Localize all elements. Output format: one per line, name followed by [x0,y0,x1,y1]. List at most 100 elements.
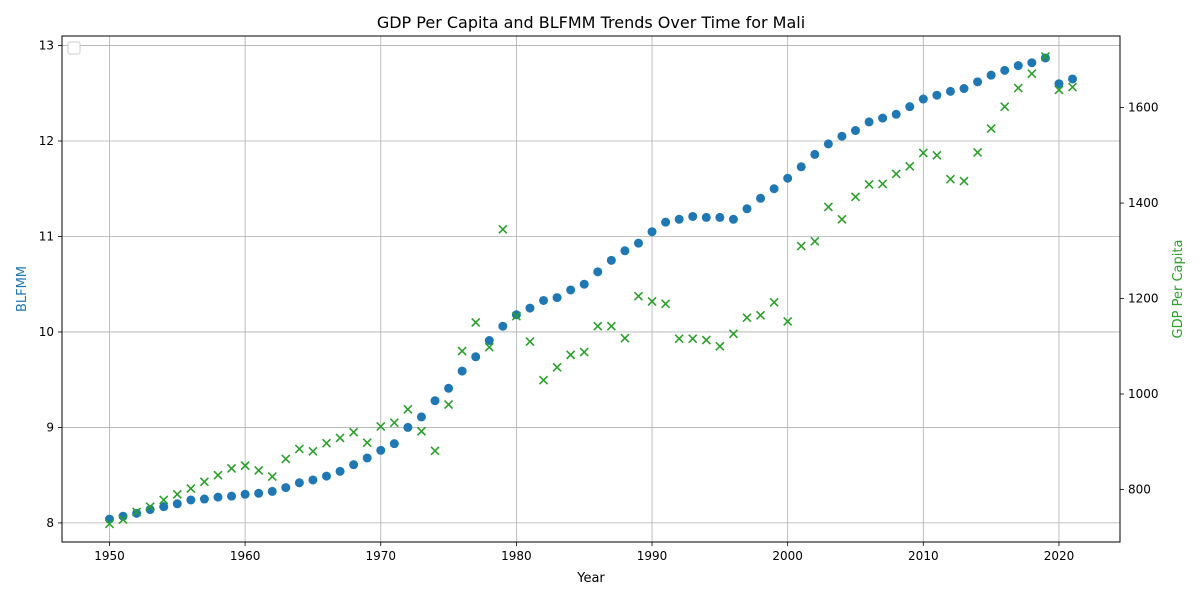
gdp-point [918,148,928,158]
gdp-point [457,346,467,356]
gdp-point [850,192,861,202]
x-tick-label: 1990 [637,549,668,563]
y-left-tick-label: 8 [46,516,54,530]
gdp-point [769,297,779,307]
gdp-point [566,350,576,360]
blfmm-point [647,227,657,237]
blfmm-point [240,489,250,499]
y-right-tick-label: 1000 [1128,387,1159,401]
blfmm-point [973,77,983,87]
axes: 1950 1960 1970 1980 1990 2000 2010 2020 8 9 10 11 12… [39,39,1159,563]
blfmm-point [349,460,359,470]
gdp-point [254,465,264,475]
gdp-point [1027,69,1037,79]
blfmm-point [674,214,684,224]
blfmm-point [132,508,142,518]
blfmm-point [566,285,576,295]
blfmm-point [539,295,549,305]
blfmm-point [1027,58,1037,68]
gdp-point [823,202,833,212]
blfmm-point [213,492,223,502]
gdp-point [796,241,806,251]
gdp-point [267,472,277,482]
blfmm-point [322,471,331,481]
blfmm-point [145,505,155,515]
blfmm-point [823,139,833,149]
y-left-tick-label: 10 [39,325,54,339]
gdp-point [593,321,603,331]
gdp-point [552,362,562,372]
gdp-point [145,502,155,512]
blfmm-point [227,491,237,501]
gdp-point [416,426,427,436]
gdp-point [538,375,549,385]
blfmm-point [742,204,752,214]
blfmm-point [308,475,318,485]
blfmm-point [661,217,671,227]
blfmm-point [430,396,440,406]
blfmm-point [254,488,264,498]
y-axis-left-label: BLFMM [15,266,30,312]
blfmm-point [688,211,698,221]
blfmm-point [199,494,209,504]
blfmm-point [606,255,616,265]
blfmm-point [1054,79,1064,89]
blfmm-point [620,246,630,256]
blfmm-point [918,94,928,104]
gdp-point [159,495,169,505]
x-axis-label: Year [576,571,605,586]
blfmm-point [878,113,888,123]
blfmm-point [294,478,304,488]
gdp-point [226,463,237,474]
blfmm-point [932,90,942,100]
gdp-point [783,316,793,327]
gdp-point [213,470,223,480]
gdp-point [104,519,115,529]
gdp-point [308,446,318,456]
blfmm-point [444,383,454,393]
gdp-point [891,169,901,179]
blfmm-point [335,466,345,476]
gdp-point [878,179,888,189]
gdp-point [199,477,209,487]
blfmm-point [186,495,196,505]
gdp-point [132,507,142,517]
blfmm-point [864,117,874,127]
gdp-point [1067,82,1078,92]
blfmm-point [118,511,128,521]
y-left-tick-label: 12 [39,134,54,148]
gdp-point [172,489,182,499]
gdp-point [755,310,766,320]
blfmm-point [796,162,806,172]
x-tick-label: 2020 [1044,549,1075,563]
gdp-point [688,334,698,344]
blfmm-point [1013,61,1023,71]
x-tick-label: 2000 [772,549,803,563]
blfmm-point [511,310,521,320]
gdp-point [498,224,508,234]
y-right-tick-label: 1200 [1128,292,1159,306]
gdp-point [118,514,128,525]
plot-frame [61,35,1121,543]
blfmm-point [1000,65,1010,75]
blfmm-point [457,366,467,376]
y-right-tick-label: 1600 [1128,101,1159,115]
blfmm-point [593,267,603,277]
y-left-tick-label: 9 [46,420,54,434]
blfmm-point [1068,74,1078,84]
gdp-point [389,418,399,428]
blfmm-point [891,109,901,119]
gdp-point [240,461,250,471]
blfmm-point [945,86,955,96]
gdp-point [606,321,616,331]
blfmm-point [484,336,494,346]
blfmm-point [579,279,589,289]
gdp-point [511,311,521,321]
blfmm-point [104,514,114,524]
blfmm-point [159,502,169,512]
gdp-point [986,124,996,134]
blfmm-point [362,453,372,463]
